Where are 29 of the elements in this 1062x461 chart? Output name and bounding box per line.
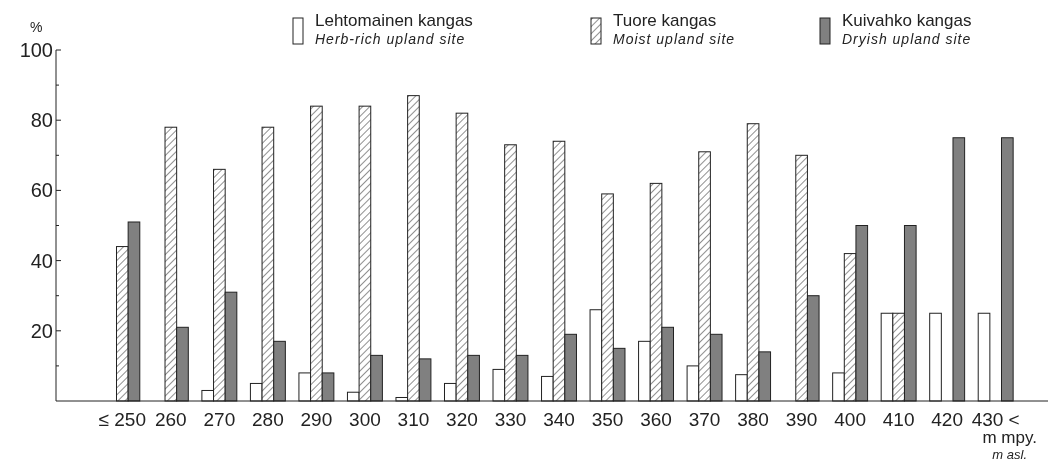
y-axis-title: % — [30, 19, 43, 35]
y-tick-label: 60 — [30, 179, 53, 202]
y-tick-label: 20 — [30, 319, 53, 342]
y-tick-label: 100 — [19, 39, 53, 61]
legend-label: Kuivahko kangas Dryish upland site — [842, 11, 972, 47]
x-tick-label: 280 — [252, 409, 284, 430]
x-tick-label: 290 — [300, 409, 333, 430]
x-tick-label: 350 — [591, 409, 624, 430]
x-tick-label: 260 — [154, 409, 187, 430]
x-tick-label: 330 — [494, 409, 527, 430]
x-tick-label: 360 — [640, 409, 672, 430]
legend-label: Lehtomainen kangas Herb-rich upland site — [315, 11, 473, 47]
x-tick-label: 300 — [349, 409, 381, 430]
x-tick-label: 420 — [931, 409, 964, 430]
x-tick-label: 320 — [446, 409, 478, 430]
y-tick-label: 80 — [30, 109, 53, 132]
x-tick-label: 390 — [785, 409, 818, 430]
legend-label: Tuore kangas Moist upland site — [613, 11, 736, 47]
y-tick-label: 40 — [30, 249, 53, 272]
x-tick-label: 380 — [737, 409, 769, 430]
x-axis-title: m mpy. m asl. — [982, 428, 1037, 461]
x-tick-label: 370 — [688, 409, 721, 430]
x-tick-label: 270 — [203, 409, 236, 430]
x-tick-label: 410 — [882, 409, 915, 430]
x-tick-label: 340 — [543, 409, 575, 430]
x-tick-label: ≤ 250 — [98, 409, 147, 430]
x-tick-label: 310 — [397, 409, 430, 430]
x-tick-label: 430 < — [971, 409, 1020, 430]
x-tick-label: 400 — [834, 409, 866, 430]
